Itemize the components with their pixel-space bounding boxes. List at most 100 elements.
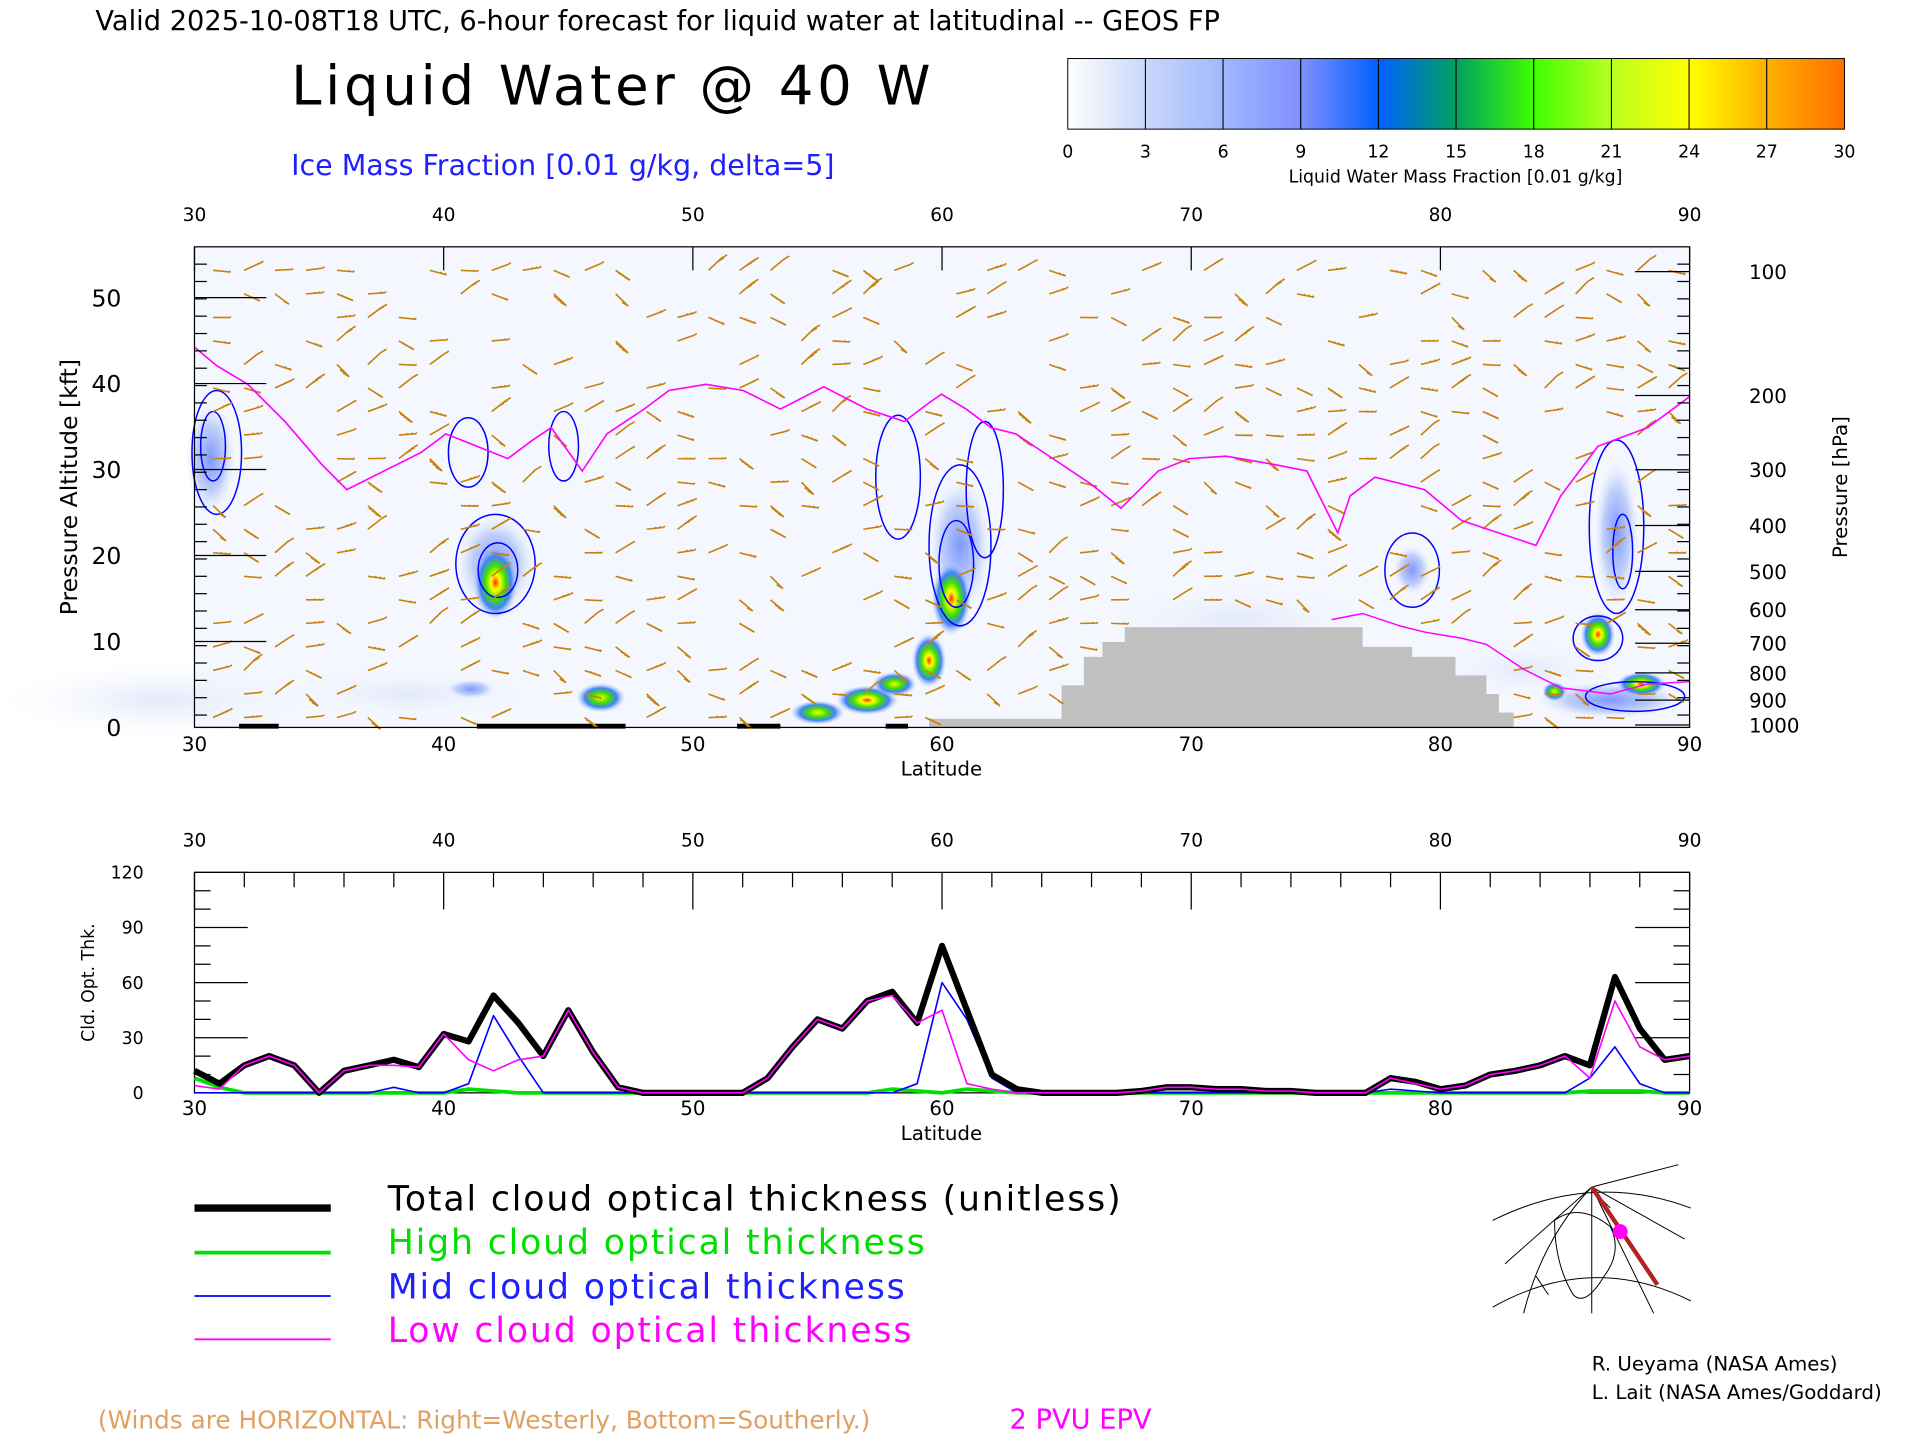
wind-barb bbox=[336, 470, 357, 483]
wind-barb bbox=[1017, 629, 1037, 648]
barb-flag bbox=[1126, 400, 1131, 405]
barb-flag bbox=[411, 432, 414, 435]
wind-barb bbox=[553, 505, 567, 519]
barb-flag bbox=[1057, 454, 1061, 458]
barb-flag bbox=[812, 505, 815, 508]
barb-flag bbox=[1312, 576, 1315, 579]
liquid-water-field bbox=[0, 402, 1685, 738]
barb-flag bbox=[1587, 451, 1592, 455]
wind-barb bbox=[1668, 528, 1684, 539]
wind-barb bbox=[1234, 434, 1254, 437]
wind-barb bbox=[708, 481, 726, 488]
wind-barb bbox=[800, 324, 821, 342]
barb-flag bbox=[1486, 412, 1492, 416]
barb-flag bbox=[353, 427, 357, 431]
barb-flag bbox=[1003, 310, 1007, 314]
wind-barb bbox=[274, 505, 291, 516]
wind-barb bbox=[924, 716, 942, 726]
barb-flag bbox=[1309, 406, 1313, 410]
barb-flag bbox=[570, 690, 573, 693]
barb-flag bbox=[341, 627, 348, 632]
barb-shaft bbox=[584, 646, 602, 652]
wind-barb bbox=[1637, 254, 1657, 271]
barb-shaft bbox=[832, 340, 850, 343]
wind-barb bbox=[1080, 316, 1099, 319]
wind-barb bbox=[212, 707, 233, 719]
wind-barb bbox=[305, 620, 325, 625]
wind-barb bbox=[1451, 494, 1472, 507]
barb-flag bbox=[961, 674, 968, 679]
barb-flag bbox=[816, 566, 822, 571]
wind-barb bbox=[1575, 363, 1593, 371]
barb-flag bbox=[900, 348, 908, 354]
right-y-tick-label: 300 bbox=[1749, 459, 1787, 482]
wind-barb bbox=[212, 551, 232, 555]
barb-flag bbox=[1366, 313, 1370, 317]
wind-barb bbox=[738, 278, 759, 295]
barb-flag bbox=[1062, 367, 1066, 371]
barb-flag bbox=[808, 504, 811, 508]
barb-flag bbox=[378, 647, 382, 650]
barb-flag bbox=[1613, 297, 1619, 302]
barb-shaft bbox=[924, 354, 941, 366]
wind-barb bbox=[1482, 363, 1501, 367]
barb-shaft bbox=[862, 682, 878, 695]
epv-note: 2 PVU EPV bbox=[1010, 1405, 1152, 1436]
barb-flag bbox=[1185, 560, 1193, 566]
barb-flag bbox=[284, 563, 291, 569]
wind-barb bbox=[738, 599, 754, 612]
barb-flag bbox=[348, 686, 353, 690]
barb-flag bbox=[752, 320, 757, 325]
barb-flag bbox=[561, 594, 566, 598]
wind-barb bbox=[646, 492, 667, 507]
barb-flag bbox=[1247, 485, 1252, 490]
barb-flag bbox=[1527, 469, 1534, 474]
barb-flag bbox=[1522, 586, 1530, 592]
winds-note: (Winds are HORIZONTAL: Right=Westerly, B… bbox=[98, 1406, 870, 1435]
wind-barb bbox=[832, 307, 853, 319]
barb-flag bbox=[1026, 633, 1034, 639]
barb-shaft bbox=[305, 526, 324, 531]
wind-barb bbox=[1389, 269, 1408, 275]
barb-flag bbox=[1558, 578, 1562, 582]
barb-flag bbox=[901, 640, 907, 644]
barb-flag bbox=[1245, 364, 1249, 368]
wind-barb bbox=[1482, 513, 1502, 530]
barb-flag bbox=[1458, 379, 1465, 384]
barb-flag bbox=[560, 301, 567, 307]
barb-flag bbox=[813, 324, 821, 330]
wind-barb bbox=[956, 457, 974, 464]
barb-flag bbox=[691, 437, 695, 442]
barb-shaft bbox=[1420, 422, 1435, 436]
barb-shaft bbox=[925, 622, 943, 625]
wind-barb bbox=[460, 269, 479, 273]
wind-barb bbox=[1606, 269, 1624, 276]
wind-barb bbox=[1575, 471, 1596, 483]
barb-flag bbox=[629, 609, 636, 615]
y-tick-label: 30 bbox=[122, 1029, 144, 1049]
barb-flag bbox=[872, 280, 880, 286]
barb-flag bbox=[901, 677, 908, 683]
wind-barb bbox=[1606, 575, 1625, 580]
wind-barb bbox=[1172, 316, 1190, 324]
wind-barb bbox=[1575, 375, 1596, 389]
barb-flag bbox=[401, 342, 407, 346]
barb-shaft bbox=[677, 334, 695, 342]
wind-barb bbox=[491, 707, 512, 719]
barb-shaft bbox=[832, 309, 849, 319]
wind-barb bbox=[1420, 387, 1439, 392]
barb-flag bbox=[999, 264, 1003, 268]
barb-flag bbox=[657, 708, 663, 712]
wind-barb bbox=[1142, 361, 1161, 366]
wind-barb bbox=[1544, 669, 1562, 677]
ice-contour bbox=[477, 542, 519, 599]
barb-flag bbox=[1621, 365, 1625, 369]
barb-flag bbox=[685, 654, 692, 659]
wind-barb bbox=[429, 458, 443, 472]
series-line-mid bbox=[194, 981, 1690, 1094]
barb-shaft bbox=[212, 269, 231, 273]
barb-shaft bbox=[1637, 646, 1655, 650]
ice-contour bbox=[875, 414, 922, 540]
barb-flag bbox=[406, 572, 410, 575]
wind-barb bbox=[398, 716, 417, 721]
